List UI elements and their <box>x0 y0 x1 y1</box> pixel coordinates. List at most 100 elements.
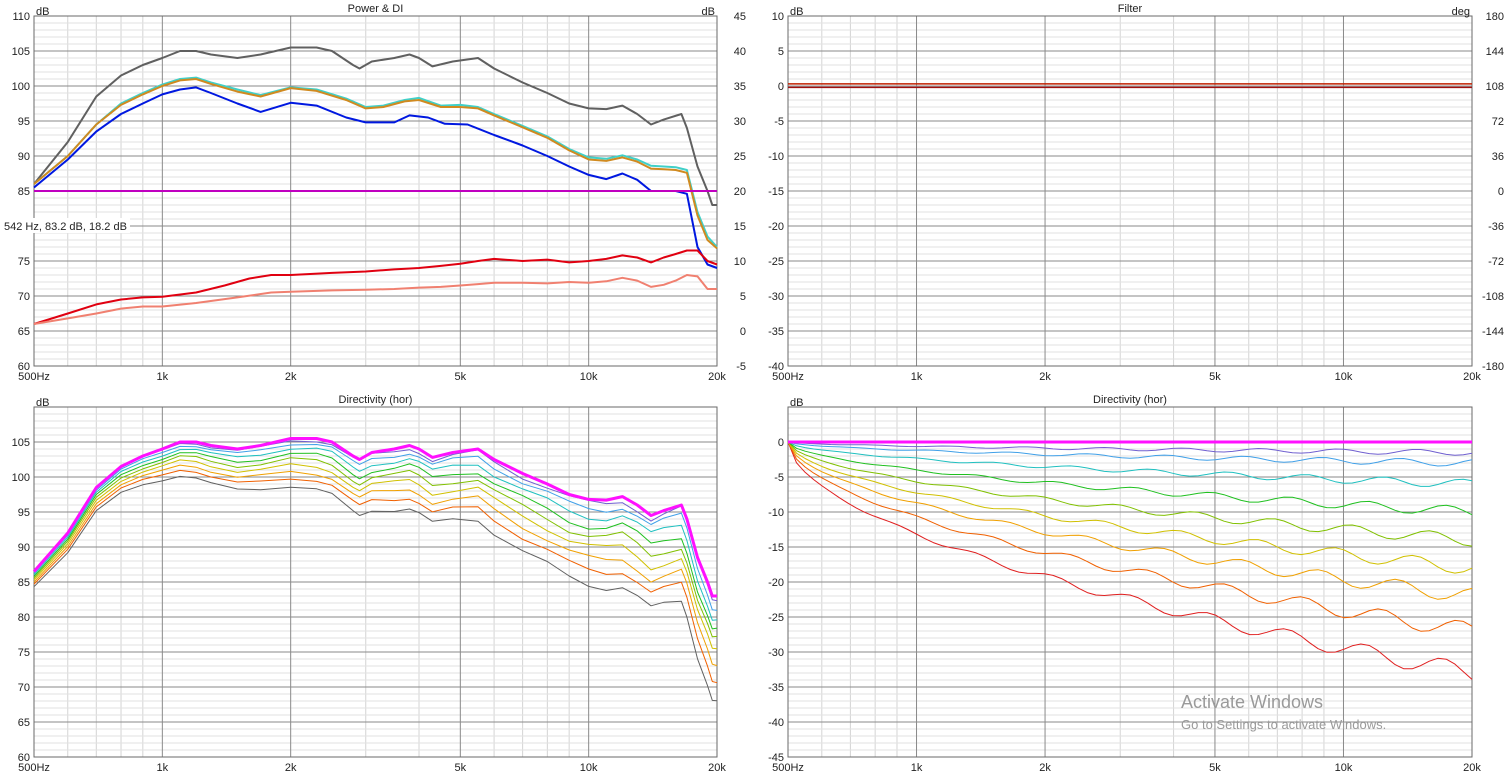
directivity-curve-2 <box>33 444 718 611</box>
x-tick-label: 1k <box>157 371 169 383</box>
normalized-curve-1 <box>787 441 1473 456</box>
right-axis-unit: deg <box>1452 6 1470 18</box>
filter-chart: -40 -35 -30 -25 -20 -15 -10 -5 0 5 10 -180 -144 -108 -… <box>754 0 1508 386</box>
power-di-svg: 6065707580859095100105110-50510152025303… <box>2 3 746 383</box>
cursor-readout-bg <box>2 218 130 233</box>
normalized-curve-2 <box>787 441 1473 467</box>
y-tick-label: 105 <box>12 46 30 58</box>
y2-tick-label: -72 <box>1488 256 1504 268</box>
x-tick-label: 2k <box>285 762 297 774</box>
x-tick-label: 5k <box>1209 762 1221 774</box>
left-axis-unit: dB <box>790 6 803 18</box>
y-tick-label: -10 <box>768 151 784 163</box>
y-tick-label: 100 <box>12 81 30 93</box>
left-axis-unit: dB <box>36 397 49 409</box>
y-tick-label: 65 <box>18 326 30 338</box>
y2-tick-label: 40 <box>734 46 746 58</box>
y-tick-label: -5 <box>774 116 784 128</box>
y-tick-label: 60 <box>18 752 30 764</box>
y-tick-label: 60 <box>18 361 30 373</box>
directivity-curve-4 <box>33 452 718 630</box>
directivity-hor-chart-spl: 60 65 70 75 80 85 90 95 100 105 500Hz 1k 2k 5k 10k 20k D… <box>0 391 750 777</box>
y-tick-label: 100 <box>12 472 30 484</box>
chart-title: Filter <box>1118 3 1143 15</box>
y-tick-label: 5 <box>778 46 784 58</box>
y-tick-label: 75 <box>18 647 30 659</box>
y-tick-label: -15 <box>768 186 784 198</box>
x-tick-label: 500Hz <box>772 371 804 383</box>
x-tick-label: 1k <box>157 762 169 774</box>
y2-tick-label: 25 <box>734 151 746 163</box>
y-tick-label: 90 <box>18 151 30 163</box>
y-tick-label: -35 <box>768 326 784 338</box>
y-tick-label: 90 <box>18 542 30 554</box>
y2-tick-label: 180 <box>1486 11 1504 23</box>
y2-tick-label: 108 <box>1486 81 1504 93</box>
normalized-curve-8 <box>787 441 1473 632</box>
y2-tick-label: -36 <box>1488 221 1504 233</box>
normalized-curve-4 <box>787 441 1473 516</box>
y-tick-label: 10 <box>772 11 784 23</box>
normalized-curve-3 <box>787 441 1473 487</box>
directivity-curve-0 <box>32 437 717 598</box>
x-tick-label: 2k <box>1039 371 1051 383</box>
x-tick-label: 10k <box>1335 762 1353 774</box>
x-tick-label: 10k <box>580 762 598 774</box>
x-tick-label: 10k <box>1335 371 1353 383</box>
y-tick-label: 85 <box>18 186 30 198</box>
x-tick-label: 20k <box>1463 762 1481 774</box>
left-axis-unit: dB <box>790 397 803 409</box>
normalized-curve-5 <box>787 441 1473 547</box>
series-line-2 <box>33 78 718 250</box>
y-tick-label: -25 <box>768 612 784 624</box>
y-tick-label: 0 <box>778 437 784 449</box>
x-tick-label: 20k <box>708 371 726 383</box>
series-line-5 <box>33 249 718 325</box>
y-tick-label: -30 <box>768 647 784 659</box>
y-tick-label: 0 <box>778 81 784 93</box>
y-tick-label: 65 <box>18 717 30 729</box>
y-tick-label: -20 <box>768 221 784 233</box>
y-tick-label: -20 <box>768 577 784 589</box>
directivity-hor-chart-normalized: -45 -40 -35 -30 -25 -20 -15 -10 -5 0 500Hz 1k 2k 5k 10… <box>754 391 1508 777</box>
y-tick-label: -15 <box>768 542 784 554</box>
y2-tick-label: 20 <box>734 186 746 198</box>
y-tick-label: -30 <box>768 291 784 303</box>
left-axis-unit: dB <box>36 6 49 18</box>
y2-tick-label: 45 <box>734 11 746 23</box>
directivity-spl-svg: 60 65 70 75 80 85 90 95 100 105 500Hz 1k 2k 5k 10k 20k D… <box>12 394 727 774</box>
x-tick-label: 500Hz <box>18 371 50 383</box>
y2-tick-label: -180 <box>1482 361 1504 373</box>
directivity-curve-6 <box>33 459 718 650</box>
right-axis-unit: dB <box>702 6 715 18</box>
activate-windows-title: Activate Windows <box>1181 692 1324 712</box>
activate-windows-subtitle: Go to Settings to activate Windows. <box>1181 717 1387 732</box>
cursor-readout: 542 Hz, 83.2 dB, 18.2 dB <box>4 221 127 233</box>
x-tick-label: 20k <box>1463 371 1481 383</box>
x-tick-label: 5k <box>455 762 467 774</box>
y-tick-label: -40 <box>768 717 784 729</box>
y-tick-label: 85 <box>18 577 30 589</box>
filter-svg: -40 -35 -30 -25 -20 -15 -10 -5 0 5 10 -180 -144 -108 -… <box>768 3 1504 383</box>
y2-tick-label: 0 <box>740 326 746 338</box>
x-tick-label: 2k <box>1039 762 1051 774</box>
chart-title: Directivity (hor) <box>1093 394 1167 406</box>
x-tick-label: 1k <box>911 762 923 774</box>
y2-tick-label: 5 <box>740 291 746 303</box>
y-tick-label: 110 <box>12 11 30 23</box>
directivity-curve-3 <box>33 447 718 621</box>
power-di-chart: 6065707580859095100105110-50510152025303… <box>0 0 750 386</box>
y-tick-label: 105 <box>12 437 30 449</box>
y2-tick-label: 10 <box>734 256 746 268</box>
chart-title: Power & DI <box>348 3 404 15</box>
y-tick-label: -40 <box>768 361 784 373</box>
y-tick-label: 70 <box>18 682 30 694</box>
normalized-curve-9 <box>787 441 1473 680</box>
y-tick-label: 70 <box>18 291 30 303</box>
directivity-curve-7 <box>33 464 718 667</box>
y2-tick-label: 144 <box>1486 46 1504 58</box>
y2-tick-label: 30 <box>734 116 746 128</box>
y2-tick-label: 36 <box>1492 151 1504 163</box>
directivity-curve-1 <box>33 440 718 602</box>
y-tick-label: -45 <box>768 752 784 764</box>
